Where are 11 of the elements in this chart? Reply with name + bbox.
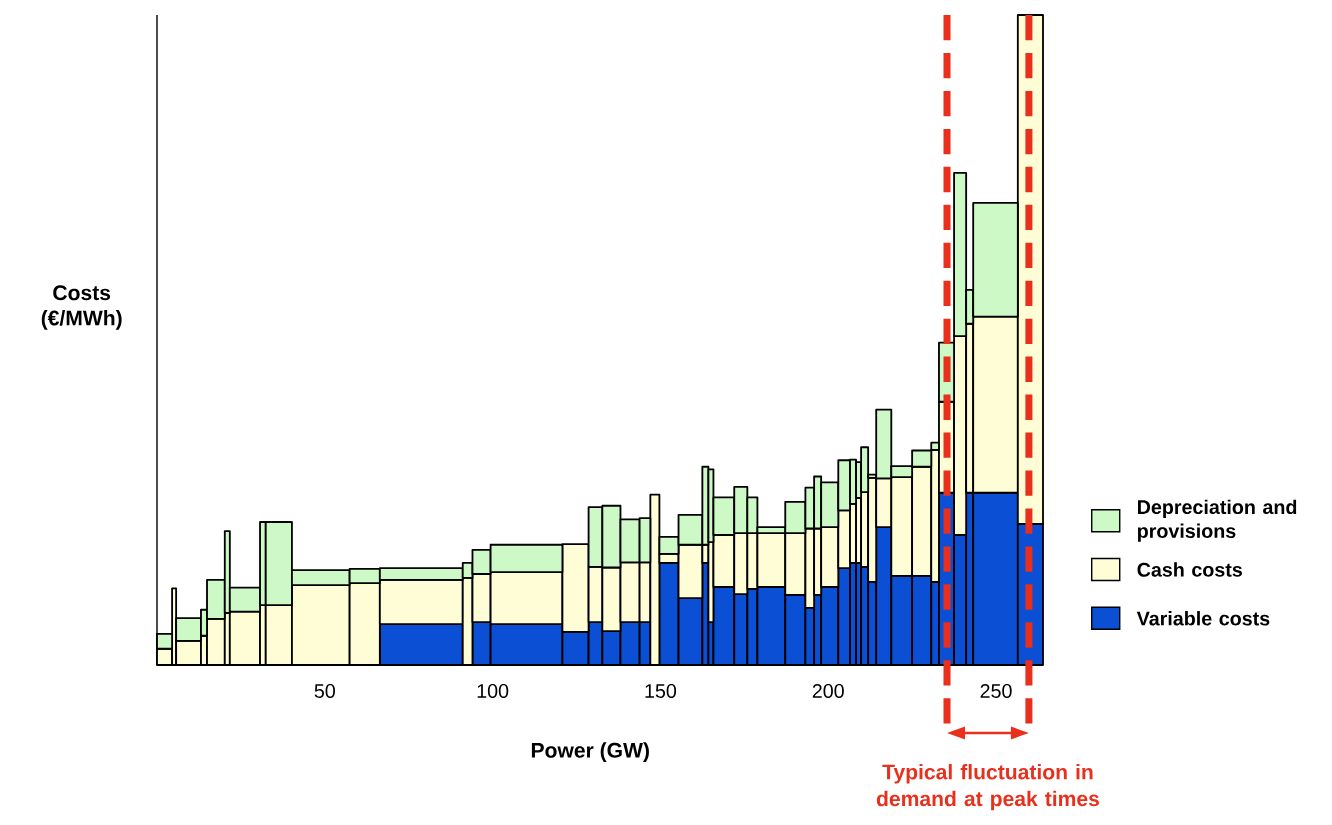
text: Typical fluctuation in demand at peak times xyxy=(876,763,1099,811)
x-tick-label: 100 xyxy=(477,683,509,698)
x-axis-title: Power (GW) xyxy=(531,742,649,762)
x-tick-label: 150 xyxy=(645,683,677,698)
y-axis-title: Costs (€/MWh) xyxy=(41,285,122,330)
x-tick-label: 250 xyxy=(980,683,1012,698)
legend-label: Cash costs xyxy=(1137,562,1242,577)
x-tick-label: 200 xyxy=(812,683,844,698)
legend-label: Variable costs xyxy=(1136,611,1270,626)
legend-label: Depreciation and provisions xyxy=(1137,499,1297,542)
x-tick-label: 50 xyxy=(314,683,335,698)
